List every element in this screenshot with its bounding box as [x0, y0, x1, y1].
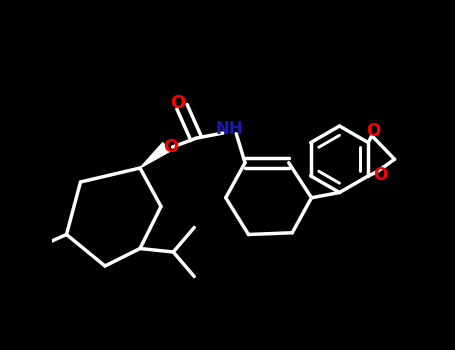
Text: O: O [163, 138, 178, 156]
Text: O: O [366, 122, 380, 140]
Text: NH: NH [215, 120, 243, 139]
Text: O: O [170, 94, 186, 112]
Text: O: O [373, 166, 387, 184]
Polygon shape [140, 143, 170, 168]
